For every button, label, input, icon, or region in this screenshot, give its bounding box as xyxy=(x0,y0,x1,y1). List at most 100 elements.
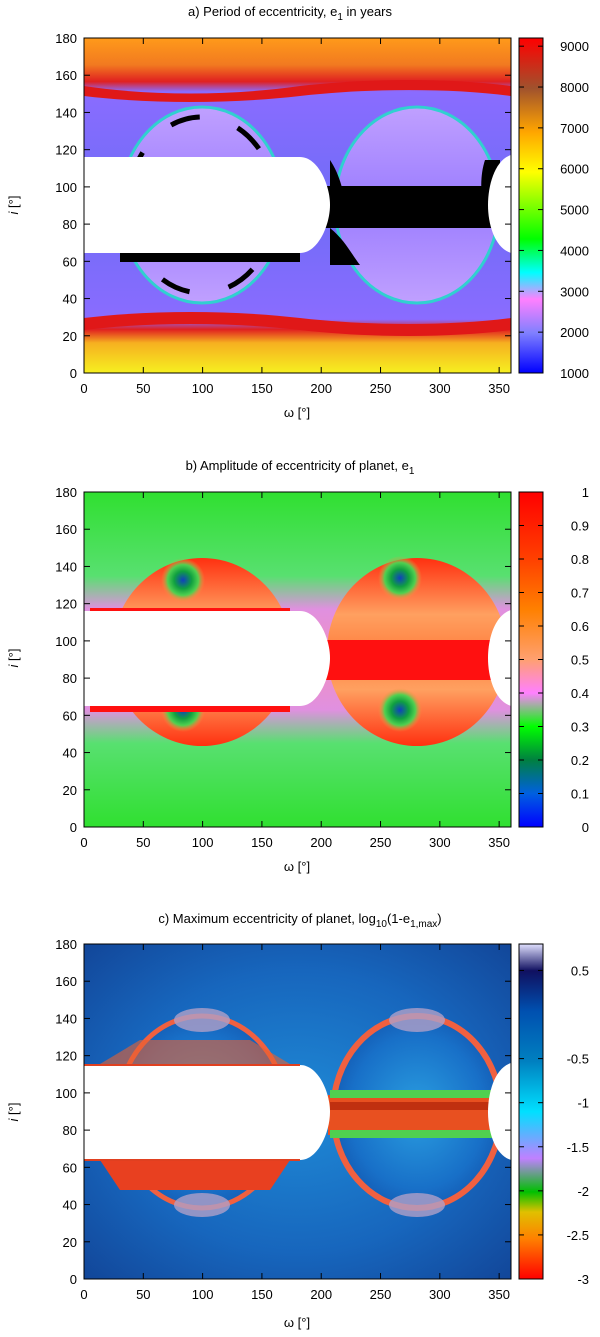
panel-a-frame xyxy=(83,37,512,374)
panel-a-axes: 0 50 100 150 200 250 300 350 0 20 40 60 80 100 120 140 1… xyxy=(55,31,511,396)
panel-c-colorbar xyxy=(518,943,544,1280)
panel-c-xtick-label: 300 xyxy=(429,1287,451,1302)
panel-c-xtick-label: 150 xyxy=(251,1287,273,1302)
panel-a-ytick-label: 60 xyxy=(63,254,77,269)
panel-b-cbtick-label: 0.7 xyxy=(571,586,589,601)
panel-a-cbtick-label: 5000 xyxy=(560,203,589,218)
panel-c-ytick-label: 40 xyxy=(63,1198,77,1213)
panel-c-cbtick-label: -3 xyxy=(577,1272,589,1287)
panel-c-cbtick-label: -1.5 xyxy=(567,1140,589,1155)
panel-a-cbtick-label: 9000 xyxy=(560,39,589,54)
panel-c-ytick-label: 100 xyxy=(55,1086,77,1101)
panel-a-cbtick-label: 6000 xyxy=(560,162,589,177)
panel-c-ytick-label: 0 xyxy=(70,1272,77,1287)
panel-a: a) Period of eccentricity, e1 in years 0… xyxy=(6,4,589,420)
panel-b-cbtick-label: 0.1 xyxy=(571,787,589,802)
panel-b-ytick-label: 160 xyxy=(55,522,77,537)
panel-c-xtick-label: 50 xyxy=(136,1287,150,1302)
panel-b-cbtick-label: 0.4 xyxy=(571,686,589,701)
panel-a-ylabel: i [°] xyxy=(6,196,21,215)
panel-b-cbtick-label: 0.8 xyxy=(571,552,589,567)
panel-a-cbtick-label: 3000 xyxy=(560,284,589,299)
panel-b-ytick-label: 120 xyxy=(55,597,77,612)
panel-c-heatmap xyxy=(84,944,511,1279)
panel-c-xtick-label: 250 xyxy=(370,1287,392,1302)
panel-a-colorbar-ticks: 1000 2000 3000 4000 5000 6000 7000 8000 9000 xyxy=(519,39,589,381)
panel-b-xtick-label: 300 xyxy=(429,835,451,850)
panel-b-colorbar-ticks: 0 0.1 0.2 0.3 0.4 0.5 0.6 0.7 0.8 0.9 1 xyxy=(519,485,589,835)
panel-b-ytick-label: 80 xyxy=(63,671,77,686)
panel-a-ytick-label: 100 xyxy=(55,180,77,195)
panel-a-ytick-label: 0 xyxy=(70,366,77,381)
panel-c-frame xyxy=(83,943,512,1280)
panel-a-cbtick-label: 8000 xyxy=(560,80,589,95)
panel-a-xtick-label: 250 xyxy=(370,381,392,396)
panel-a-xtick-label: 0 xyxy=(80,381,87,396)
panel-b-ytick-label: 20 xyxy=(63,783,77,798)
panel-b-cbtick-label: 0 xyxy=(582,820,589,835)
panel-c-title: c) Maximum eccentricity of planet, log10… xyxy=(158,911,441,930)
panel-b-ytick-label: 60 xyxy=(63,708,77,723)
panel-b-cbtick-label: 0.5 xyxy=(571,653,589,668)
panel-a-xtick-label: 50 xyxy=(136,381,150,396)
panel-a-heatmap xyxy=(84,38,511,373)
panel-c-ytick-label: 180 xyxy=(55,937,77,952)
panel-a-colorbar xyxy=(518,37,544,374)
panel-c-ytick-label: 80 xyxy=(63,1123,77,1138)
panel-b-xtick-label: 350 xyxy=(488,835,510,850)
panel-b: b) Amplitude of eccentricity of planet, … xyxy=(6,458,589,874)
panel-b-axes: 0 50 100 150 200 250 300 350 0 20 40 60 80 100 120 140 1… xyxy=(55,485,511,850)
panel-b-ytick-label: 0 xyxy=(70,820,77,835)
panel-b-xtick-label: 200 xyxy=(310,835,332,850)
panel-a-xtick-label: 300 xyxy=(429,381,451,396)
panel-b-cbtick-label: 0.6 xyxy=(571,619,589,634)
panel-b-ylabel: i [°] xyxy=(6,649,21,668)
panel-b-cbtick-label: 0.3 xyxy=(571,720,589,735)
panel-c-xtick-label: 0 xyxy=(80,1287,87,1302)
panel-a-ytick-label: 160 xyxy=(55,68,77,83)
panel-a-ytick-label: 80 xyxy=(63,217,77,232)
panel-c: c) Maximum eccentricity of planet, log10… xyxy=(6,911,589,1330)
panel-a-cbtick-label: 7000 xyxy=(560,121,589,136)
panel-c-cbtick-label: -2 xyxy=(577,1184,589,1199)
panel-c-xtick-label: 200 xyxy=(310,1287,332,1302)
panel-a-ytick-label: 140 xyxy=(55,105,77,120)
panel-c-ytick-label: 160 xyxy=(55,974,77,989)
panel-b-ytick-label: 140 xyxy=(55,559,77,574)
panel-a-ytick-label: 20 xyxy=(63,329,77,344)
panel-b-xtick-label: 150 xyxy=(251,835,273,850)
panel-c-ylabel: i [°] xyxy=(6,1103,21,1122)
panel-a-ytick-label: 120 xyxy=(55,143,77,158)
panel-a-xtick-label: 100 xyxy=(192,381,214,396)
panel-b-ytick-label: 180 xyxy=(55,485,77,500)
panel-c-cbtick-label: 0.5 xyxy=(571,963,589,978)
panel-b-title: b) Amplitude of eccentricity of planet, … xyxy=(186,458,415,477)
panel-c-cbtick-label: -1 xyxy=(577,1096,589,1111)
panel-b-xtick-label: 0 xyxy=(80,835,87,850)
panel-a-ytick-label: 40 xyxy=(63,292,77,307)
panel-a-xtick-label: 200 xyxy=(310,381,332,396)
panel-b-frame xyxy=(83,491,512,828)
panel-c-xtick-label: 100 xyxy=(192,1287,214,1302)
panel-c-ytick-label: 60 xyxy=(63,1160,77,1175)
panel-c-ytick-label: 20 xyxy=(63,1235,77,1250)
panel-b-heatmap xyxy=(84,492,511,827)
panel-c-cbtick-label: -2.5 xyxy=(567,1228,589,1243)
panel-b-ytick-label: 40 xyxy=(63,746,77,761)
panel-a-xtick-label: 350 xyxy=(488,381,510,396)
panel-b-xtick-label: 250 xyxy=(370,835,392,850)
panel-b-xtick-label: 50 xyxy=(136,835,150,850)
panel-b-cbtick-label: 0.2 xyxy=(571,753,589,768)
panel-b-ytick-label: 100 xyxy=(55,634,77,649)
panel-a-cbtick-label: 4000 xyxy=(560,243,589,258)
panel-c-xlabel: ω [°] xyxy=(284,1315,310,1330)
panel-a-xlabel: ω [°] xyxy=(284,405,310,420)
panel-b-xlabel: ω [°] xyxy=(284,859,310,874)
panel-c-colorbar-ticks: -3 -2.5 -2 -1.5 -1 -0.5 0.5 xyxy=(519,963,589,1287)
panel-a-ytick-label: 180 xyxy=(55,31,77,46)
panel-b-cbtick-label: 1 xyxy=(582,485,589,500)
panel-a-cbtick-label: 1000 xyxy=(560,366,589,381)
panel-c-cbtick-label: -0.5 xyxy=(567,1052,589,1067)
panel-c-ytick-label: 140 xyxy=(55,1011,77,1026)
panel-c-xtick-label: 350 xyxy=(488,1287,510,1302)
